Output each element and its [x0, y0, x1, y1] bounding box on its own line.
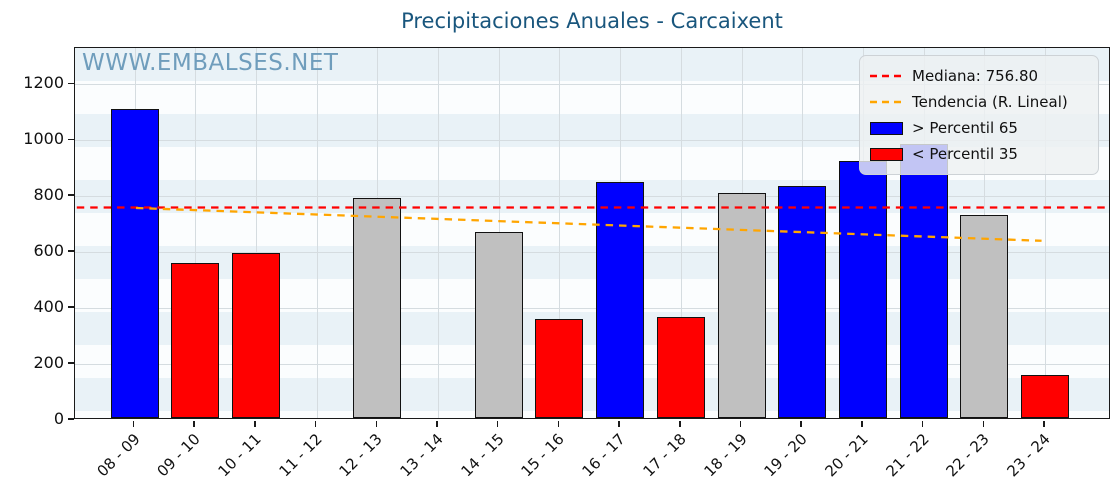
legend-item-p35: < Percentil 35	[870, 141, 1088, 167]
x-axis-tick	[436, 420, 438, 427]
x-axis-tick	[193, 420, 195, 427]
gridline-h	[75, 308, 1109, 310]
y-tick-label: 1200	[23, 73, 64, 93]
legend-item-trend: Tendencia (R. Lineal)	[870, 89, 1088, 115]
legend-p65-label: > Percentil 65	[912, 119, 1018, 137]
x-axis-tick	[1043, 420, 1045, 427]
bar-22-23	[960, 215, 1009, 418]
bar-23-24	[1021, 374, 1069, 418]
bar-12-13	[353, 198, 402, 418]
legend-median-label: Mediana: 756.80	[912, 67, 1039, 85]
bar-10-11	[231, 252, 280, 418]
x-axis-tick	[861, 420, 863, 427]
x-axis-tick	[496, 420, 499, 427]
y-axis-tick	[68, 250, 74, 252]
bar-16-17	[596, 181, 645, 418]
bar-09-10	[171, 262, 220, 418]
y-tick-label: 0	[53, 409, 64, 428]
legend: Mediana: 756.80 Tendencia (R. Lineal) > …	[859, 55, 1099, 175]
x-axis-tick	[739, 420, 742, 427]
gridline-h	[75, 140, 1109, 142]
y-tick-label: 600	[33, 241, 64, 261]
y-tick-label: 200	[33, 353, 64, 373]
gridline-h	[75, 364, 1109, 366]
x-axis-tick	[557, 420, 560, 427]
bar-08-09	[110, 108, 159, 418]
legend-item-p65: > Percentil 65	[870, 115, 1088, 141]
x-axis-tick	[800, 420, 802, 427]
x-axis-tick	[254, 420, 256, 427]
bar-15-16	[535, 318, 584, 418]
x-axis-tick	[375, 420, 378, 427]
watermark: WWW.EMBALSES.NET	[82, 50, 339, 76]
bar-21-22	[899, 143, 948, 418]
y-tick-label: 1000	[23, 129, 64, 149]
x-axis-tick	[618, 420, 620, 427]
gridline-h	[75, 196, 1109, 198]
gridline-v	[438, 48, 439, 418]
x-axis-tick	[921, 420, 924, 427]
median-dash-icon	[870, 74, 903, 78]
bar-18-19	[717, 192, 766, 418]
bar-17-18	[656, 317, 705, 418]
gridline-v	[316, 48, 318, 418]
bar-14-15	[474, 232, 523, 418]
x-axis-tick	[982, 420, 985, 427]
y-axis-tick	[68, 138, 74, 141]
bar-19-20	[778, 185, 827, 418]
bar-20-21	[838, 160, 887, 418]
x-axis-tick	[679, 420, 681, 427]
y-tick-label: 400	[33, 297, 64, 317]
gridline-h	[75, 252, 1109, 254]
y-axis-tick	[68, 306, 74, 308]
p35-swatch-icon	[870, 147, 903, 161]
y-axis-tick	[68, 82, 74, 85]
x-axis-tick	[314, 420, 317, 427]
gridline-h	[75, 84, 1109, 86]
trend-dash-icon	[870, 100, 903, 104]
y-axis-tick	[68, 418, 74, 420]
y-tick-label: 800	[33, 185, 64, 205]
chart-title: Precipitaciones Anuales - Carcaixent	[401, 9, 783, 33]
legend-p35-label: < Percentil 35	[912, 145, 1018, 163]
legend-item-median: Mediana: 756.80	[870, 63, 1088, 89]
legend-trend-label: Tendencia (R. Lineal)	[912, 93, 1068, 111]
y-axis-tick	[68, 194, 74, 196]
y-axis-tick	[68, 362, 74, 364]
gridline-v	[1045, 48, 1046, 418]
x-axis-tick	[132, 420, 135, 427]
p65-swatch-icon	[870, 121, 903, 135]
